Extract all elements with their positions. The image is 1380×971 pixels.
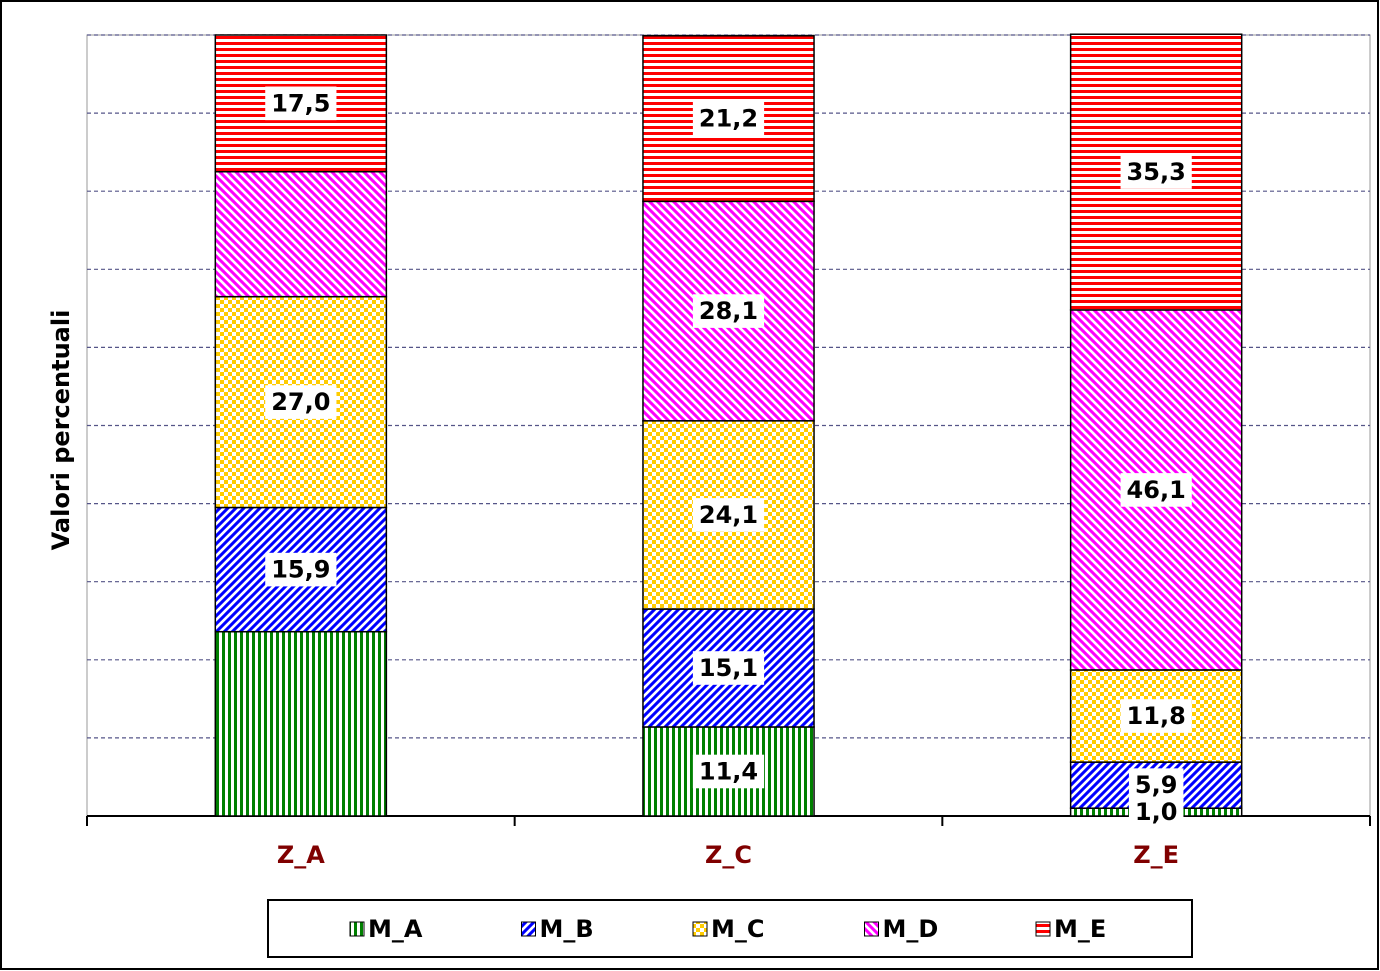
data-label: 46,1 <box>1127 476 1186 504</box>
x-tick-label: Z_C <box>705 841 752 869</box>
legend-swatch <box>1035 921 1051 937</box>
legend-swatch <box>864 921 879 937</box>
data-label: 15,9 <box>271 556 330 584</box>
data-label-box <box>265 86 337 121</box>
x-tick-label: Z_A <box>277 841 325 869</box>
data-label: 1,0 <box>1135 798 1178 826</box>
x-tick-label: Z_E <box>1133 841 1179 869</box>
data-label-box <box>1128 768 1184 802</box>
legend-label: M_C <box>711 915 765 943</box>
data-label-box <box>692 101 765 136</box>
legend-swatch <box>521 921 536 937</box>
data-label-box <box>265 552 337 587</box>
data-label: 21,2 <box>699 105 758 133</box>
bar-segment <box>214 170 388 298</box>
data-label-box <box>692 294 765 328</box>
data-label-box <box>692 498 765 532</box>
data-label-box <box>692 754 765 789</box>
data-label: 11,4 <box>699 757 758 785</box>
bar-segment <box>214 630 388 817</box>
y-axis-label: Valori percentuali <box>47 310 75 551</box>
data-label: 35,3 <box>1127 158 1186 186</box>
legend-label: M_E <box>1054 915 1106 943</box>
data-label: 15,1 <box>699 654 758 682</box>
data-label-box <box>1120 699 1192 733</box>
legend-label: M_D <box>883 915 939 943</box>
data-label: 28,1 <box>699 297 758 325</box>
data-label-box <box>1120 155 1192 189</box>
data-label-box <box>1120 473 1192 507</box>
data-label: 27,0 <box>271 388 330 416</box>
data-label: 24,1 <box>699 501 758 529</box>
legend-swatch <box>692 921 708 937</box>
data-label-box <box>265 385 337 419</box>
data-label: 17,5 <box>271 89 330 117</box>
data-label-box <box>692 651 765 685</box>
legend-swatch <box>349 921 365 937</box>
data-label: 11,8 <box>1127 702 1186 730</box>
legend-label: M_A <box>368 915 423 943</box>
data-label: 5,9 <box>1135 771 1178 799</box>
legend-label: M_B <box>540 915 594 943</box>
